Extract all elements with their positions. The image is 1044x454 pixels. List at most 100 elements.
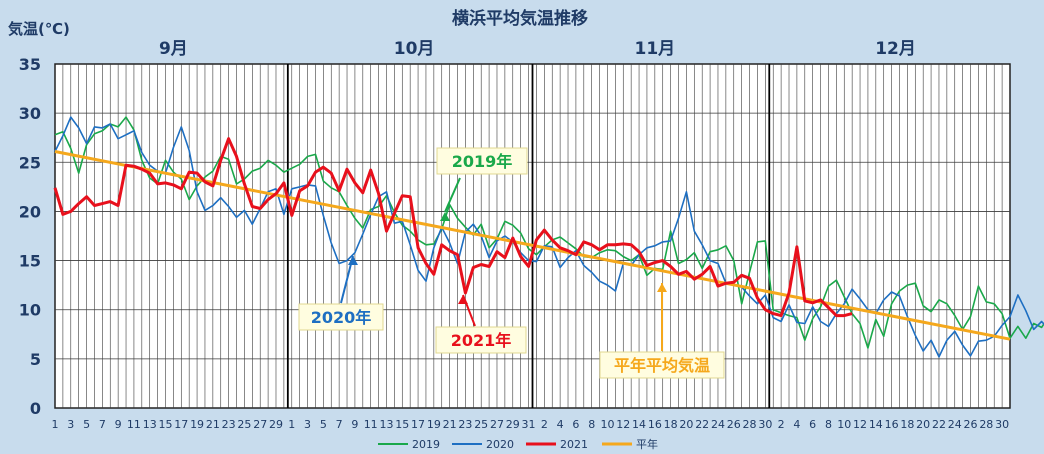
- x-tick-label: 18: [900, 418, 914, 431]
- chart-title: 横浜平均気温推移: [452, 8, 588, 29]
- month-label: 10月: [394, 39, 435, 59]
- x-tick-label: 25: [474, 418, 488, 431]
- annotation-box-2020: [298, 303, 384, 331]
- x-tick-label: 27: [253, 418, 267, 431]
- x-tick-label: 6: [572, 418, 579, 431]
- x-tick-label: 17: [411, 418, 425, 431]
- x-tick-label: 29: [506, 418, 520, 431]
- y-tick-label: 15: [19, 252, 41, 271]
- x-tick-label: 25: [237, 418, 251, 431]
- x-tick-label: 7: [99, 418, 106, 431]
- x-tick-label: 30: [995, 418, 1009, 431]
- annotation-text-2019: 2019年: [452, 152, 513, 171]
- x-tick-label: 9: [351, 418, 358, 431]
- annotation-box-2021: [435, 326, 527, 354]
- annotation-arrowhead-2021: [458, 295, 468, 304]
- x-tick-label: 26: [727, 418, 741, 431]
- legend-label-2020: 2020: [486, 438, 514, 450]
- x-tick-label: 19: [427, 418, 441, 431]
- y-tick-label: 30: [19, 104, 41, 123]
- x-tick-label: 16: [885, 418, 899, 431]
- x-tick-label: 13: [143, 418, 157, 431]
- annotation-text-2021: 2021年: [451, 331, 512, 350]
- x-tick-label: 31: [522, 418, 536, 431]
- x-tick-label: 1: [288, 418, 295, 431]
- x-tick-label: 21: [206, 418, 220, 431]
- legend-label-2019: 2019: [412, 438, 440, 450]
- x-tick-label: 28: [743, 418, 757, 431]
- series-line-2019: [54, 116, 1044, 349]
- x-tick-label: 4: [793, 418, 800, 431]
- x-tick-label: 13: [379, 418, 393, 431]
- x-tick-label: 6: [809, 418, 816, 431]
- month-label: 9月: [159, 39, 188, 59]
- x-tick-label: 23: [458, 418, 472, 431]
- x-tick-label: 11: [364, 418, 378, 431]
- grid-lines: [55, 64, 1010, 408]
- x-tick-label: 18: [664, 418, 678, 431]
- month-label: 12月: [875, 39, 916, 59]
- x-tick-label: 16: [648, 418, 662, 431]
- x-tick-label: 1: [52, 418, 59, 431]
- month-label: 11月: [634, 39, 675, 59]
- x-tick-label: 15: [395, 418, 409, 431]
- x-tick-label: 8: [825, 418, 832, 431]
- y-tick-label: 25: [19, 153, 41, 172]
- y-tick-label: 20: [19, 202, 41, 221]
- annotation-arrowhead-2019: [440, 212, 450, 221]
- y-tick-labels: 0 5 10 15 20 25 30 35: [19, 55, 41, 418]
- x-tick-label: 19: [190, 418, 204, 431]
- annotation-text-平年: 平年平均気温: [614, 356, 710, 375]
- x-tick-label: 22: [932, 418, 946, 431]
- x-tick-label: 26: [964, 418, 978, 431]
- x-tick-label: 30: [758, 418, 772, 431]
- x-tick-label: 24: [711, 418, 725, 431]
- y-tick-label: 35: [19, 55, 41, 74]
- x-tick-label: 14: [869, 418, 883, 431]
- annotation-arrowhead-2020: [348, 256, 358, 265]
- x-tick-label: 7: [336, 418, 343, 431]
- x-tick-label: 24: [948, 418, 962, 431]
- x-tick-label: 17: [174, 418, 188, 431]
- x-tick-label: 2: [541, 418, 548, 431]
- x-tick-label: 3: [304, 418, 311, 431]
- y-tick-label: 10: [19, 301, 41, 320]
- month-labels: 9月 10月 11月 12月: [159, 39, 916, 59]
- x-tick-labels: 1 3 5 7 9 11 13 15 17 19 21 23 25 27 29 1 3 5 7 9 11 13 15 17 19…: [52, 418, 1010, 431]
- x-tick-label: 12: [853, 418, 867, 431]
- x-tick-label: 10: [600, 418, 614, 431]
- series-line-2021: [53, 137, 853, 318]
- y-axis-label: 気温(℃): [8, 20, 70, 38]
- x-tick-label: 21: [443, 418, 457, 431]
- x-tick-label: 8: [588, 418, 595, 431]
- series-group: [53, 116, 1044, 358]
- y-tick-label: 5: [30, 350, 41, 369]
- x-tick-label: 9: [115, 418, 122, 431]
- x-tick-label: 10: [837, 418, 851, 431]
- x-tick-label: 22: [695, 418, 709, 431]
- x-tick-label: 3: [67, 418, 74, 431]
- x-tick-label: 4: [557, 418, 564, 431]
- annotation-arrowhead-平年: [657, 283, 667, 292]
- legend: 2019 2020 2021 平年: [378, 437, 658, 451]
- x-tick-label: 28: [979, 418, 993, 431]
- x-tick-label: 20: [679, 418, 693, 431]
- annotation-box-平年: [599, 351, 725, 379]
- x-tick-label: 29: [269, 418, 283, 431]
- legend-label-2021: 2021: [560, 438, 588, 450]
- annotation-arrow-2019: [444, 177, 461, 213]
- y-tick-label: 0: [30, 399, 41, 418]
- x-tick-label: 20: [916, 418, 930, 431]
- legend-label-平年: 平年: [636, 437, 658, 450]
- month-separators: [286, 64, 771, 408]
- series-line-2020: [54, 116, 1044, 358]
- annotation-text-2020: 2020年: [311, 308, 372, 327]
- x-tick-label: 2: [778, 418, 785, 431]
- x-tick-label: 5: [83, 418, 90, 431]
- annotation-box-2019: [436, 147, 528, 175]
- x-tick-label: 27: [490, 418, 504, 431]
- x-tick-label: 14: [632, 418, 646, 431]
